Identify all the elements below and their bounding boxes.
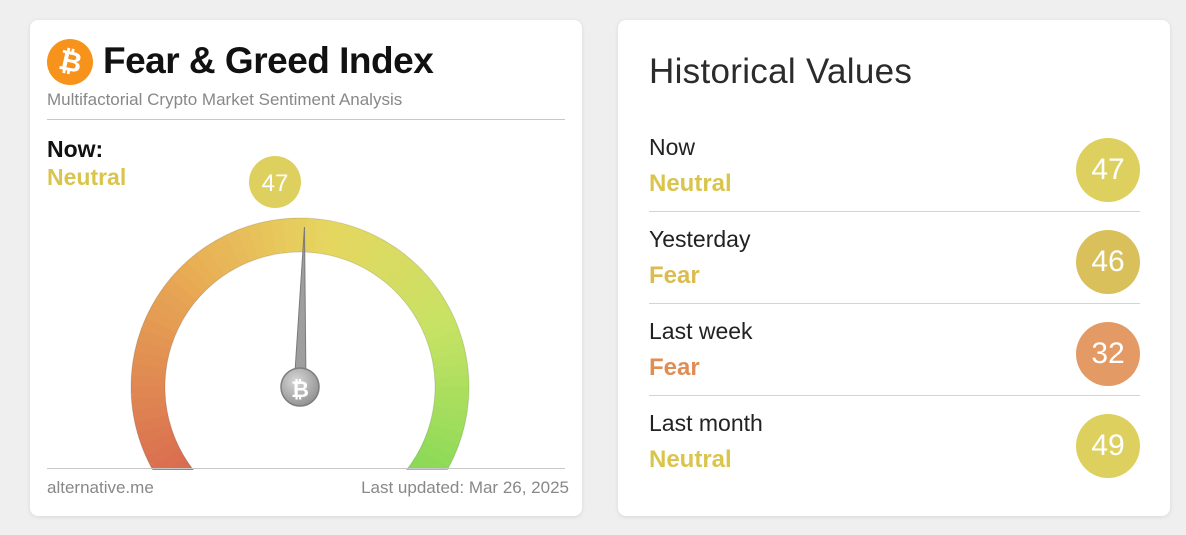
gauge-arc-segment [422, 433, 459, 458]
history-value-badge: 46 [1076, 230, 1140, 294]
gauge-arc-segment [215, 234, 243, 271]
gauge-arc-segment [205, 239, 234, 276]
gauge-arc-segment [270, 218, 288, 255]
history-divider [649, 395, 1140, 396]
gauge-arc-segment [418, 441, 455, 468]
history-value-badge: 49 [1076, 414, 1140, 478]
gauge-arc-segment [131, 394, 167, 411]
gauge-arc-segment [323, 220, 343, 257]
value-bubble: 47 [249, 156, 301, 208]
gauge-arc-segment [419, 307, 456, 334]
gauge-arc-segment [433, 363, 469, 380]
gauge-arc-segment [429, 414, 466, 436]
gauge-arc-segment [140, 431, 177, 456]
gauge-arc-segment [403, 278, 438, 309]
history-period: Now [649, 134, 696, 160]
gauge-arc-segment [408, 458, 433, 470]
gauge-arc-segment [156, 286, 192, 316]
history-row-last-week: Last week Fear 32 [649, 304, 1140, 396]
history-period: Last month [649, 410, 763, 436]
gauge-arc-segment [134, 338, 171, 360]
gauge-arc-segment [367, 240, 396, 276]
gauge-arc-segment [132, 404, 168, 423]
gauge-arc-segment [141, 316, 178, 341]
gauge-arc-edge [130, 217, 470, 470]
historical-title: Historical Values [649, 52, 913, 91]
gauge-arc-segment [134, 413, 171, 434]
fear-greed-card: ₿ Fear & Greed Index Multifactorial Cryp… [30, 20, 582, 516]
gauge-arc-segment [225, 229, 251, 266]
gauge-arc-segment [137, 422, 174, 445]
footer-source[interactable]: alternative.me [47, 478, 154, 497]
gauge: 47 ₿ [130, 156, 470, 470]
gauge-arc-segment [432, 351, 468, 370]
history-classification: Fear [649, 354, 700, 381]
gauge-arc-segment [350, 230, 376, 267]
history-classification: Fear [649, 262, 700, 289]
bitcoin-icon: ₿ [47, 39, 93, 85]
gauge-arc-segment [382, 253, 415, 288]
gauge-arc-segment [433, 396, 469, 413]
gauge-arc-segment [236, 225, 260, 262]
gauge-value: 47 [262, 170, 289, 197]
svg-text:₿: ₿ [291, 377, 309, 402]
gauge-arc-segment [178, 260, 211, 294]
gauge-arc-segment [282, 218, 297, 253]
gauge-arc-segment [313, 218, 332, 255]
gauge-arc-segment [397, 269, 431, 302]
card-title: Fear & Greed Index [103, 40, 434, 81]
gauge-arc-segment [247, 222, 269, 259]
gauge-hub-bitcoin-icon: ₿ [280, 367, 320, 407]
history-row-yesterday: Yesterday Fear 46 [649, 212, 1140, 304]
now-label: Now: [47, 136, 104, 162]
gauge-arc-segment [429, 340, 466, 361]
footer-last-updated: Last updated: Mar 26, 2025 [361, 478, 569, 497]
gauge-arc-segment [163, 277, 198, 308]
gauge-arc-segment [150, 295, 187, 324]
history-value-badge: 47 [1076, 138, 1140, 202]
footer-divider [47, 468, 565, 469]
now-classification: Neutral [47, 164, 127, 190]
gauge-arc-segment [423, 318, 460, 343]
history-divider [649, 211, 1140, 212]
gauge-arc-segment [431, 405, 468, 424]
gauge-arc-segment [426, 424, 463, 447]
gauge-arc-segment [170, 268, 204, 301]
gauge-arc [130, 217, 470, 470]
card-subtitle: Multifactorial Crypto Market Sentiment A… [47, 90, 403, 109]
gauge-arc-segment [341, 226, 365, 263]
history-classification: Neutral [649, 170, 732, 197]
gauge-arc-segment [132, 350, 169, 369]
gauge-arc-segment [195, 245, 226, 281]
gauge-arc-segment [131, 361, 167, 378]
gauge-arc-segment [359, 235, 387, 271]
history-classification: Neutral [649, 446, 732, 473]
gauge-arc-segment [144, 440, 181, 467]
header-divider [47, 119, 565, 120]
gauge-arc-segment [186, 252, 219, 287]
gauge-arc-segment [304, 218, 320, 253]
history-divider [649, 303, 1140, 304]
gauge-arc-segment [409, 287, 445, 317]
gauge-arc-segment [414, 297, 451, 326]
history-row-now: Now Neutral 47 [649, 120, 1140, 212]
gauge-arc-segment [149, 448, 186, 470]
gauge-arc-segment [332, 223, 354, 260]
gauge-arc-segment [375, 246, 406, 282]
gauge-arc-segment [426, 329, 463, 352]
history-period: Last week [649, 318, 753, 344]
history-value-badge: 32 [1076, 322, 1140, 386]
gauge-arc-segment [145, 306, 182, 333]
gauge-arc-segment [390, 261, 423, 295]
gauge-arc-edge [164, 251, 436, 470]
history-period: Yesterday [649, 226, 751, 252]
gauge-arc-segment [259, 220, 279, 257]
historical-values-card: Historical Values Now Neutral 47 Yesterd… [618, 20, 1170, 516]
gauge-arc-segment [137, 327, 174, 350]
history-row-last-month: Last month Neutral 49 [649, 396, 1140, 488]
